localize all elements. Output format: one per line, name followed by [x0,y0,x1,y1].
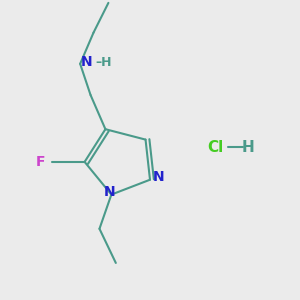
Text: Cl: Cl [207,140,224,154]
Text: F: F [36,155,45,169]
Text: N: N [81,55,92,69]
Text: –H: –H [95,56,112,69]
Text: N: N [104,184,116,199]
Text: N: N [153,170,165,184]
Text: H: H [242,140,254,154]
